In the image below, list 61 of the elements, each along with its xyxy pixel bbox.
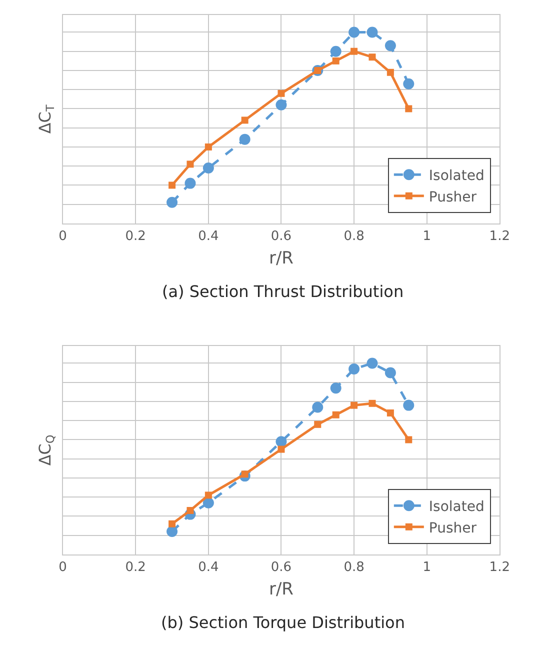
x-axis-title: r/R xyxy=(268,579,294,600)
x-tick-label: 1 xyxy=(422,560,431,576)
point xyxy=(384,40,396,52)
point xyxy=(184,178,196,189)
point xyxy=(332,411,340,418)
point xyxy=(366,358,378,369)
x-tick-label: 0.6 xyxy=(270,560,292,576)
point xyxy=(332,57,340,64)
x-axis-title: r/R xyxy=(268,248,294,268)
point xyxy=(368,54,376,61)
legend-label: Pusher xyxy=(428,189,477,206)
x-tick-label: 0.2 xyxy=(125,560,146,576)
x-tick-label: 0 xyxy=(58,560,67,576)
point xyxy=(278,446,285,453)
point xyxy=(204,143,212,150)
point xyxy=(241,116,248,124)
point xyxy=(202,162,214,174)
point xyxy=(403,78,414,90)
point xyxy=(350,48,358,55)
point xyxy=(405,436,412,444)
point xyxy=(386,68,394,76)
text: (b) Section Torque Distribution xyxy=(161,613,405,632)
x-tick-label: 0.8 xyxy=(344,229,364,244)
point xyxy=(276,99,287,110)
legend-label: Isolated xyxy=(428,499,484,516)
x-tick-label: 1.2 xyxy=(489,229,510,244)
point xyxy=(186,506,194,514)
point xyxy=(366,26,378,38)
point xyxy=(384,367,396,378)
point xyxy=(276,436,287,448)
x-tick-label: 0.2 xyxy=(125,229,146,244)
point xyxy=(278,90,285,97)
point xyxy=(166,196,178,208)
point xyxy=(166,526,178,538)
x-tick-label: 1.2 xyxy=(489,560,510,576)
text: (a) Section Thrust Distribution xyxy=(162,282,404,301)
point xyxy=(403,400,414,411)
x-tick-label: 1 xyxy=(422,229,431,244)
point xyxy=(168,182,176,189)
point xyxy=(405,105,412,112)
x-tick-label: 0.4 xyxy=(198,229,219,244)
legend-label: Isolated xyxy=(428,168,484,184)
x-tick-label: 0.8 xyxy=(344,560,364,576)
point xyxy=(330,382,342,394)
point xyxy=(386,409,394,416)
x-tick-label: 0.6 xyxy=(270,229,292,244)
point xyxy=(168,520,176,528)
x-tick-label: 0.4 xyxy=(198,560,219,576)
point xyxy=(314,420,322,428)
point xyxy=(350,402,358,409)
legend-label: Pusher xyxy=(428,520,477,536)
point xyxy=(239,134,250,145)
x-tick-label: 0 xyxy=(58,229,67,244)
point xyxy=(348,26,360,38)
point xyxy=(204,492,212,499)
point xyxy=(330,46,342,57)
point xyxy=(202,497,214,508)
point xyxy=(312,402,324,413)
point xyxy=(186,160,194,168)
point xyxy=(368,400,376,407)
point xyxy=(348,363,360,374)
